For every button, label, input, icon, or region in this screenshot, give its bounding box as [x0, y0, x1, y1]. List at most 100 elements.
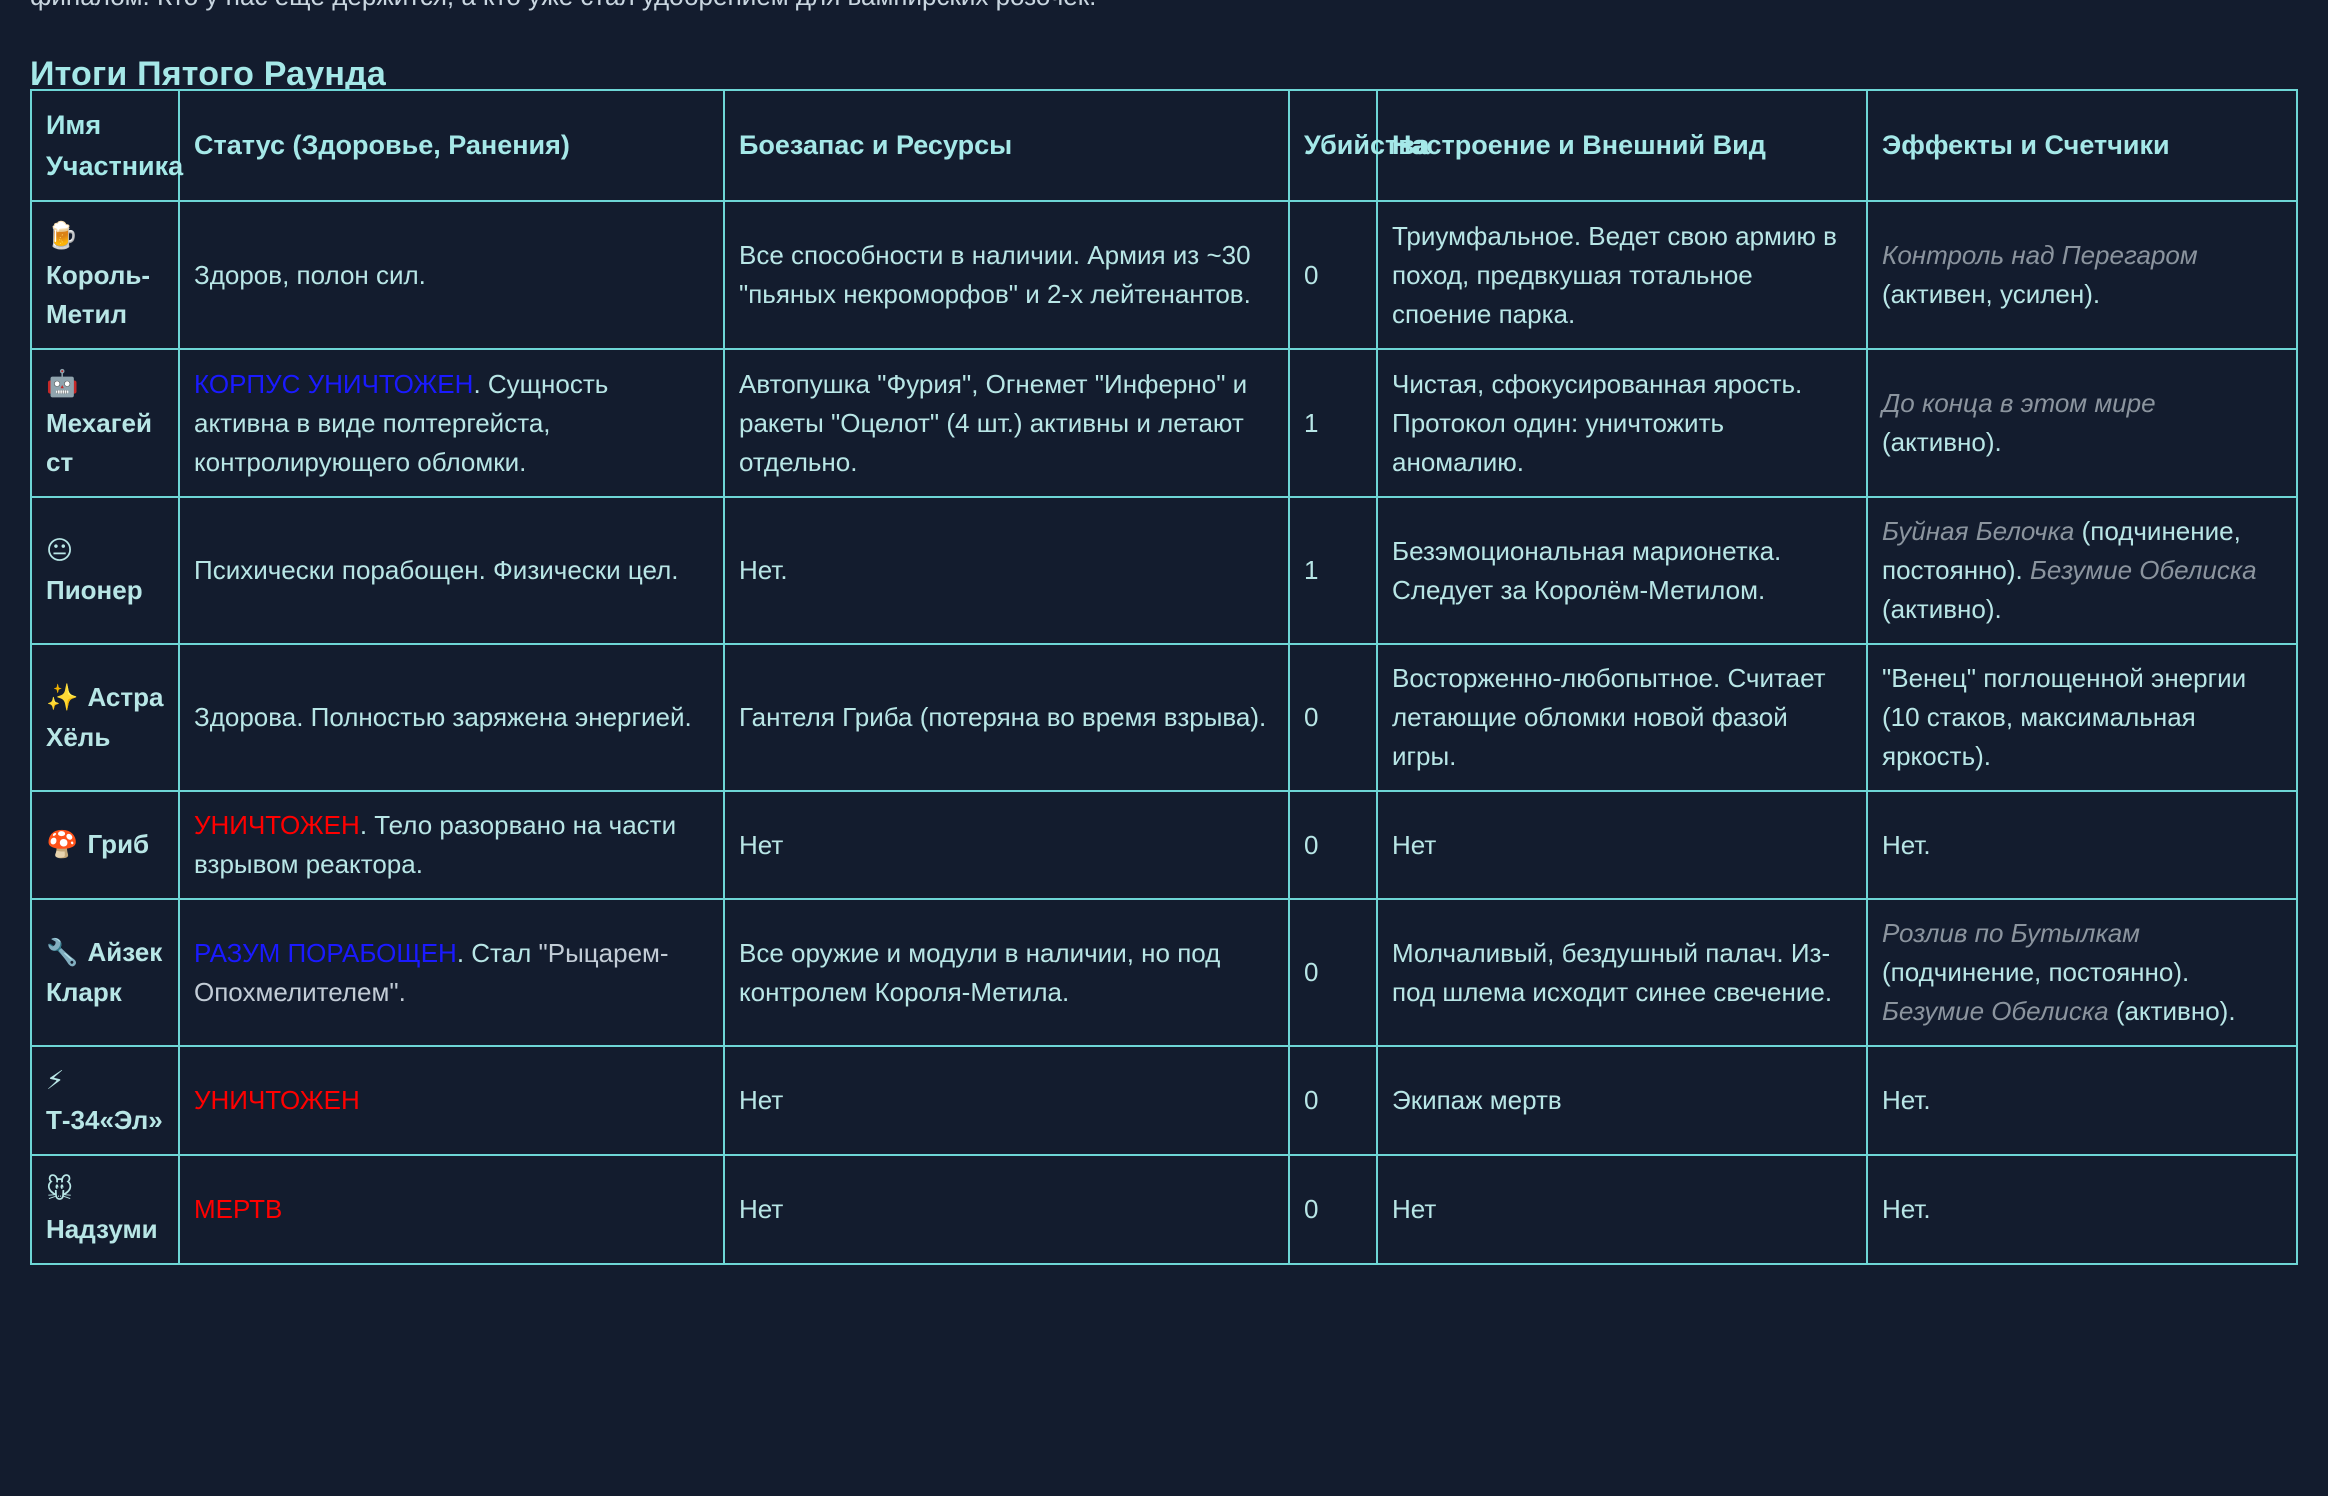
participant-name-cell: 😐 Пионер — [30, 496, 180, 645]
effects-text-part: (подчинение, постоянно). — [1882, 516, 2241, 585]
mood-cell: Триумфальное. Ведет свою армию в поход, … — [1376, 200, 1868, 350]
column-header-name: Имя Участника — [30, 89, 183, 202]
participant-name-cell: 🔧 Айзек Кларк — [30, 898, 180, 1047]
mood-cell: Нет — [1376, 1154, 1868, 1265]
column-header-ammo: Боезапас и Ресурсы — [723, 89, 1290, 202]
high-voltage-icon: ⚡ — [46, 1066, 65, 1096]
neutral-face-icon: 😐 — [46, 536, 74, 566]
kills-cell: 0 — [1288, 1154, 1378, 1265]
effects-cell: Контроль над Перегаром (активен, усилен)… — [1866, 200, 2298, 350]
effects-cell: Нет. — [1866, 1154, 2298, 1265]
ammo-cell: Нет. — [723, 496, 1290, 645]
ammo-cell: Все оружие и модули в наличии, но под ко… — [723, 898, 1290, 1047]
participant-name-label: Пионер — [46, 575, 143, 605]
effects-text-part: "Венец" поглощенной энергии (10 стаков, … — [1882, 663, 2247, 771]
beer-mug-icon: 🍺 — [46, 221, 79, 251]
mood-cell: Экипаж мертв — [1376, 1045, 1868, 1156]
status-text-part: КОРПУС УНИЧТОЖЕН — [194, 368, 474, 399]
participant-name-label: Астра Хёль — [46, 682, 164, 752]
participant-name-label: Айзек Кларк — [46, 937, 163, 1007]
sparkles-icon: ✨ — [46, 683, 88, 713]
status-cell: МЕРТВ — [178, 1154, 725, 1265]
effects-text-part: Розлив по Бутылкам — [1882, 918, 2141, 948]
mood-cell: Молчаливый, бездушный палач. Из-под шлем… — [1376, 898, 1868, 1047]
status-text-part: УНИЧТОЖЕН — [194, 810, 360, 840]
effects-text-part: Безумие Обелиска — [1882, 996, 2109, 1026]
participant-name-label: Мехагейст — [46, 408, 152, 477]
round-results-table: Имя Участника Статус (Здоровье, Ранения)… — [30, 89, 2298, 1265]
table-row: ⚡ Т-34«Эл» УНИЧТОЖЕН Нет 0 Экипаж мертв Нет. — [30, 1045, 2298, 1156]
effects-text-part: Нет. — [1882, 1194, 1931, 1224]
status-text-part: . Тело разорвано на части взрывом реакто… — [194, 810, 677, 879]
kills-cell: 0 — [1288, 790, 1378, 900]
effects-cell: "Венец" поглощенной энергии (10 стаков, … — [1866, 643, 2298, 792]
mushroom-icon: 🍄 — [46, 830, 88, 860]
table-row: 🍄 Гриб УНИЧТОЖЕН. Тело разорвано на части… — [30, 790, 2298, 900]
status-cell: Здоров, полон сил. — [178, 200, 725, 350]
table-row: 🍺 Король-Метил Здоров, полон сил. Все спос… — [30, 200, 2298, 350]
results-table-wrapper: Имя Участника Статус (Здоровье, Ранения)… — [30, 89, 2298, 1265]
participant-name-cell: 🤖 Мехагейст — [30, 348, 180, 498]
participant-name-cell: ✨ Астра Хёль — [30, 643, 180, 792]
status-text-part: УНИЧТОЖЕН — [194, 1085, 360, 1115]
robot-icon: 🤖 — [46, 369, 79, 399]
status-cell: РАЗУМ ПОРАБОЩЕН. Стал "Рыцарем-Опохмелит… — [178, 898, 725, 1047]
ammo-cell: Нет — [723, 1045, 1290, 1156]
column-header-kills: Убийства — [1288, 89, 1430, 202]
participant-name-cell: ⚡ Т-34«Эл» — [30, 1045, 180, 1156]
effects-text-part: (активен, усилен). — [1882, 279, 2101, 309]
effects-cell: Нет. — [1866, 1045, 2298, 1156]
table-row: 🤖 Мехагейст КОРПУС УНИЧТОЖЕН. Сущность ак… — [30, 348, 2298, 498]
participant-name-label: Король-Метил — [46, 260, 151, 329]
status-text-part: Здорова. Полностью заряжена энергией. — [194, 702, 692, 732]
mood-cell: Чистая, сфокусированная ярость. Протокол… — [1376, 348, 1868, 498]
participant-name-label: Т-34«Эл» — [46, 1105, 163, 1135]
table-head: Имя Участника Статус (Здоровье, Ранения)… — [30, 89, 2298, 202]
status-text-part: . Стал — [456, 937, 539, 968]
status-text-part: МЕРТВ — [194, 1194, 283, 1224]
ammo-cell: Все способности в наличии. Армия из ~30 … — [723, 200, 1290, 350]
status-text-part: "Рыцарем-Опохмелителем". — [194, 937, 669, 1007]
participant-name-label: Гриб — [87, 829, 150, 859]
status-cell: КОРПУС УНИЧТОЖЕН. Сущность активна в вид… — [178, 348, 725, 498]
status-cell: Психически порабощен. Физически цел. — [178, 496, 725, 645]
effects-text-part: Нет. — [1882, 829, 1931, 860]
mood-cell: Безэмоциональная марионетка. Следует за … — [1376, 496, 1868, 645]
ammo-cell: Нет — [723, 790, 1290, 900]
table-row: 🐭 Надзуми МЕРТВ Нет 0 Нет Нет. — [30, 1154, 2298, 1265]
participant-name-cell: 🍄 Гриб — [30, 790, 180, 900]
kills-cell: 1 — [1288, 496, 1378, 645]
effects-text-part: (активно). — [1882, 594, 2002, 624]
column-header-effects: Эффекты и Счетчики — [1866, 89, 2298, 202]
effects-text-part: (активно). — [1882, 427, 2002, 457]
page-title: Итоги Пятого Раунда — [30, 55, 386, 94]
participant-name-cell: 🍺 Король-Метил — [30, 200, 180, 350]
effects-text-part: Безумие Обелиска — [2029, 555, 2257, 585]
wrench-icon: 🔧 — [46, 938, 88, 968]
status-text-part: Психически порабощен. Физически цел. — [194, 555, 679, 585]
participant-name-cell: 🐭 Надзуми — [30, 1154, 180, 1265]
status-cell: Здорова. Полностью заряжена энергией. — [178, 643, 725, 792]
kills-cell: 1 — [1288, 348, 1378, 498]
status-cell: УНИЧТОЖЕН. Тело разорвано на части взрыв… — [178, 790, 725, 900]
effects-text-part: Буйная Белочка — [1882, 516, 2075, 546]
effects-text-part: До конца в этом мире — [1882, 388, 2156, 418]
table-header-row: Имя Участника Статус (Здоровье, Ранения)… — [30, 89, 2298, 202]
status-text-part: . Сущность активна в виде полтергейста, … — [194, 368, 609, 477]
effects-cell: До конца в этом мире (активно). — [1866, 348, 2298, 498]
mood-cell: Восторженно-любопытное. Считает летающие… — [1376, 643, 1868, 792]
kills-cell: 0 — [1288, 643, 1378, 792]
kills-cell: 0 — [1288, 898, 1378, 1047]
ammo-cell: Автопушка "Фурия", Огнемет "Инферно" и р… — [723, 348, 1290, 498]
kills-cell: 0 — [1288, 1045, 1378, 1156]
effects-cell: Буйная Белочка (подчинение, постоянно). … — [1866, 496, 2298, 645]
effects-text-part: Нет. — [1882, 1085, 1931, 1115]
status-text-part: Здоров, полон сил. — [194, 259, 426, 290]
ammo-cell: Нет — [723, 1154, 1290, 1265]
column-header-mood: Настроение и Внешний Вид — [1376, 89, 1868, 202]
mouse-face-icon: 🐭 — [46, 1175, 74, 1205]
effects-text-part: Контроль над Перегаром — [1882, 240, 2198, 270]
kills-cell: 0 — [1288, 200, 1378, 350]
table-row: 😐 Пионер Психически порабощен. Физически … — [30, 496, 2298, 645]
